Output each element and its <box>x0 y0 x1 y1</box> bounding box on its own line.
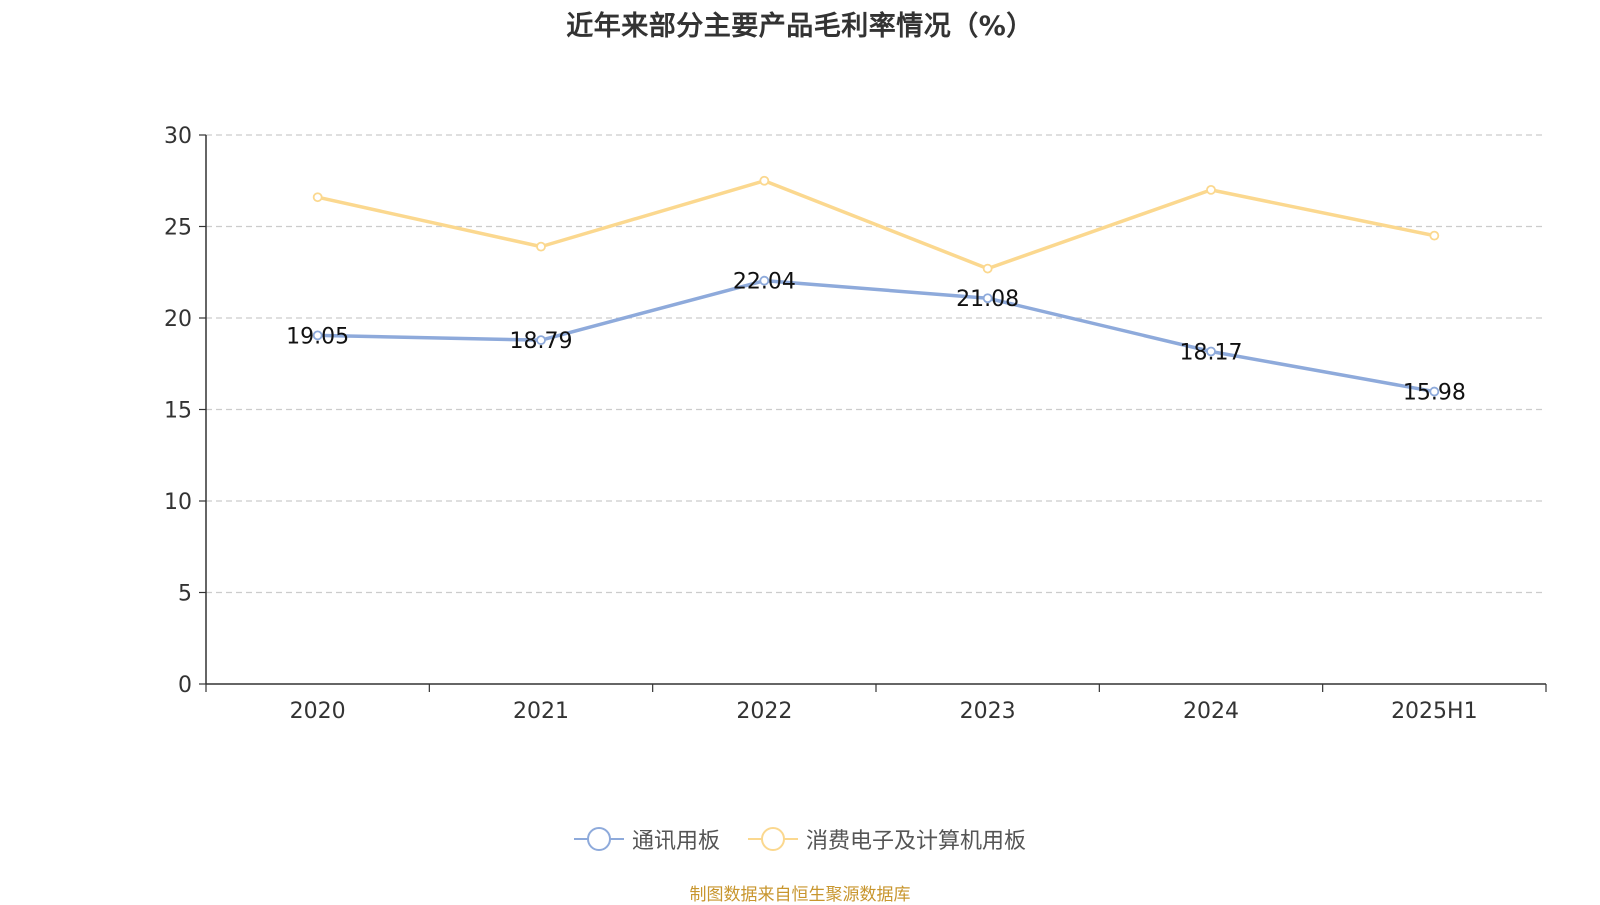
axis-layer: 0 5 10 15 20 25 30 2020 2021 2022 2023 2024 2025H1 <box>164 124 1547 724</box>
data-label-series-1-2020: 19.05 <box>286 324 349 349</box>
label-layer: 19.05 18.79 22.04 21.08 18.17 15.98 <box>286 270 1466 406</box>
legend-swatch-series-2 <box>748 826 798 852</box>
legend-item-series-1[interactable]: 通讯用板 <box>573 823 720 855</box>
legend-item-series-2[interactable]: 消费电子及计算机用板 <box>748 823 1026 855</box>
series-2-point-2020 <box>312 192 323 203</box>
y-tick-label-25: 25 <box>164 216 192 241</box>
series-line-1 <box>315 278 1437 394</box>
series-1-point-2024 <box>1206 346 1216 357</box>
legend-label-series-2: 消费电子及计算机用板 <box>806 829 1027 854</box>
y-tick-label-10: 10 <box>164 490 192 515</box>
legend-label-series-1: 通讯用板 <box>631 829 720 854</box>
series-1-point-2025H1 <box>1429 386 1440 397</box>
x-tick-label-2022: 2022 <box>736 699 792 724</box>
y-tick-label-15: 15 <box>164 399 192 424</box>
data-label-series-1-2025H1: 15.98 <box>1403 381 1466 406</box>
x-tick-label-2020: 2020 <box>290 699 346 724</box>
legend: 通讯用板 消费电子及计算机用板 <box>0 823 1600 855</box>
series-line-2 <box>315 179 1437 271</box>
series-2-point-2025H1 <box>1429 230 1440 241</box>
series-2-point-2023 <box>982 263 993 274</box>
legend-swatch-series-1 <box>573 826 624 852</box>
grid-layer <box>206 134 1546 594</box>
series-2-point-2022 <box>759 175 770 186</box>
data-label-series-1-2024: 18.17 <box>1180 340 1243 365</box>
y-tick-label-20: 20 <box>164 307 192 332</box>
data-label-series-1-2023: 21.08 <box>956 287 1019 312</box>
data-label-series-1-2021: 18.79 <box>510 329 573 354</box>
x-tick-label-2025H1: 2025H1 <box>1391 699 1478 724</box>
x-tick-label-2023: 2023 <box>960 699 1016 724</box>
y-tick-label-0: 0 <box>178 673 192 698</box>
data-label-series-1-2022: 22.04 <box>733 270 796 295</box>
series-1-point-2023 <box>982 293 993 304</box>
y-tick-label-30: 30 <box>164 124 192 149</box>
series-2-point-2024 <box>1206 184 1216 195</box>
series-1-point-2022 <box>759 275 770 286</box>
chart-title: 近年来部分主要产品毛利率情况（%） <box>566 11 1034 42</box>
source-note: 制图数据来自恒生聚源数据库 <box>689 885 911 905</box>
x-tick-label-2021: 2021 <box>513 699 569 724</box>
series-layer <box>312 175 1440 397</box>
y-tick-label-5: 5 <box>178 582 192 607</box>
series-2-point-2021 <box>536 241 546 252</box>
x-tick-label-2024: 2024 <box>1183 699 1239 724</box>
series-1-point-2020 <box>312 330 323 341</box>
series-1-point-2021 <box>536 335 546 346</box>
